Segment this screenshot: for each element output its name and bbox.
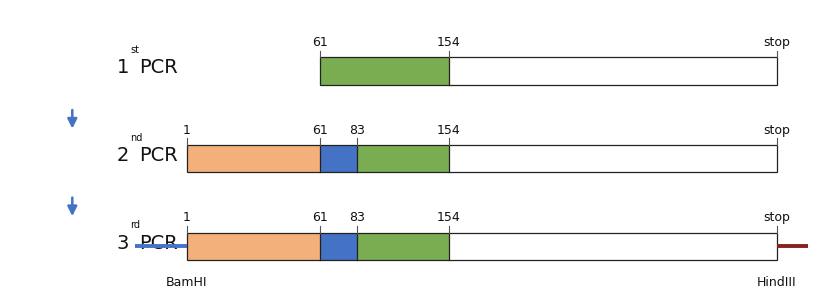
Text: stop: stop bbox=[764, 211, 790, 224]
Bar bbox=[320, 233, 357, 260]
Bar bbox=[449, 145, 777, 172]
Text: 61: 61 bbox=[312, 36, 327, 49]
Text: rd: rd bbox=[130, 220, 140, 230]
Text: 61: 61 bbox=[312, 211, 327, 224]
Text: 154: 154 bbox=[437, 124, 460, 137]
Text: nd: nd bbox=[130, 133, 143, 143]
Text: 1: 1 bbox=[183, 211, 191, 224]
Text: 154: 154 bbox=[437, 36, 460, 49]
Text: 83: 83 bbox=[349, 124, 366, 137]
Text: 154: 154 bbox=[437, 211, 460, 224]
Bar bbox=[320, 57, 449, 85]
Text: BamHI: BamHI bbox=[166, 276, 208, 289]
Text: 2: 2 bbox=[116, 146, 129, 165]
Bar bbox=[449, 57, 777, 85]
Text: stop: stop bbox=[764, 36, 790, 49]
Text: HindIII: HindIII bbox=[757, 276, 797, 289]
Bar bbox=[187, 233, 320, 260]
Text: PCR: PCR bbox=[139, 59, 178, 77]
Text: PCR: PCR bbox=[139, 234, 178, 252]
Bar bbox=[357, 145, 449, 172]
Text: PCR: PCR bbox=[139, 146, 178, 165]
Bar bbox=[449, 233, 777, 260]
Bar bbox=[187, 145, 320, 172]
Bar bbox=[187, 233, 777, 260]
Text: stop: stop bbox=[764, 124, 790, 137]
Bar bbox=[320, 145, 357, 172]
Text: 83: 83 bbox=[349, 211, 366, 224]
Text: 3: 3 bbox=[116, 234, 129, 252]
Bar bbox=[357, 233, 449, 260]
Text: 1: 1 bbox=[183, 124, 191, 137]
Bar bbox=[187, 145, 777, 172]
Text: st: st bbox=[130, 45, 140, 55]
Text: 61: 61 bbox=[312, 124, 327, 137]
Bar bbox=[320, 57, 777, 85]
Text: 1: 1 bbox=[116, 59, 129, 77]
